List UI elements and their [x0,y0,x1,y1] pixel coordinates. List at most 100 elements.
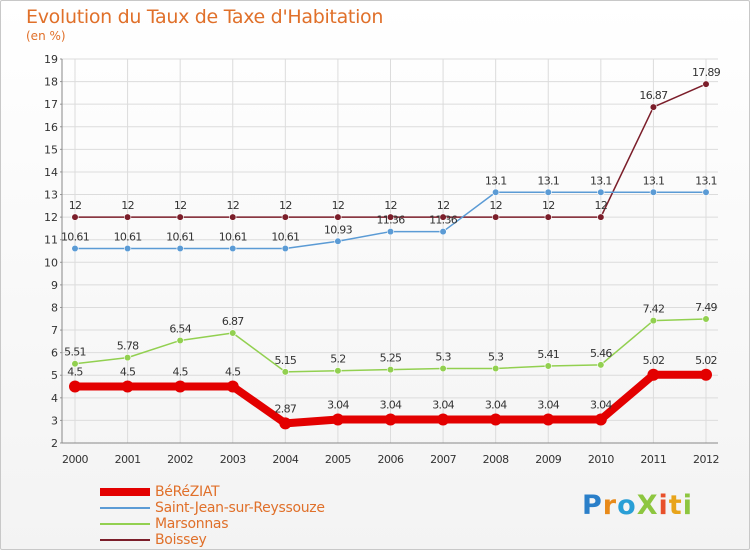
data-label: 11.36 [429,214,458,227]
data-point [647,368,660,381]
data-label: 6.87 [222,315,244,328]
data-label: 12 [437,199,450,212]
data-point [386,213,395,221]
legend-swatch [100,488,150,496]
x-tick-label: 2012 [693,453,719,466]
y-tick-label: 16 [44,121,58,134]
legend-label: Saint-Jean-sur-Reyssouze [155,500,325,516]
y-tick-label: 3 [51,414,58,427]
data-point [176,213,184,221]
y-tick-label: 11 [44,234,58,247]
data-label: 5.46 [590,347,612,360]
y-tick-label: 19 [44,53,58,66]
data-point [229,244,237,253]
grid-layer [62,58,718,444]
data-label-layer: 4.5 4.5 4.5 4.5 2.87 3.04 3.04 3.04 3.04 3.04 3.04… [61,66,721,415]
data-point [492,188,500,196]
data-point [331,413,344,426]
data-point [437,413,450,426]
data-label: 4.5 [172,366,188,379]
data-label: 13.1 [537,174,559,187]
series-layer [69,80,712,430]
data-point [281,213,289,221]
data-point [71,244,79,253]
data-point [649,316,658,325]
logo-letter: P [582,490,603,521]
data-point [229,329,237,337]
y-tick-label: 9 [51,279,58,292]
data-label: 3.04 [537,399,559,412]
y-tick-label: 14 [44,166,58,179]
x-tick-label: 2002 [167,453,193,466]
y-tick-label: 5 [51,369,58,382]
x-tick-label: 2010 [588,453,614,466]
data-point [174,380,187,393]
data-point [649,103,658,111]
data-point [123,354,132,362]
data-point [439,213,447,221]
legend-swatch [100,523,150,525]
proxiti-logo: ProXiti [582,490,693,521]
data-label: 10.61 [61,231,89,244]
data-point [702,315,710,323]
x-tick-label: 2007 [430,453,456,466]
data-label: 12 [384,199,397,212]
data-label: 4.5 [225,366,241,379]
data-label: 5.15 [274,354,296,367]
data-label: 6.54 [169,322,191,335]
data-label: 13.1 [695,174,717,187]
data-label: 10.61 [166,231,194,244]
logo-letter: X [636,490,659,521]
data-label: 3.04 [432,399,454,412]
data-point [544,188,552,196]
x-tick-label: 2000 [62,453,88,466]
y-tick-label: 10 [44,256,58,269]
y-tick-label: 7 [51,324,58,337]
y-tick-label: 6 [51,347,58,360]
data-label: 3.04 [380,399,402,412]
data-point [123,213,132,221]
chart-subtitle: (en %) [26,29,66,43]
data-label: 10.61 [271,231,299,244]
data-label: 17.89 [692,66,721,79]
data-point [334,237,342,245]
x-tick-label: 2003 [220,453,246,466]
data-label: 2.87 [274,402,296,415]
data-point [176,244,184,253]
data-point [439,227,447,236]
data-point [226,380,239,393]
y-tick-label: 17 [44,98,58,111]
data-label: 7.42 [643,303,665,316]
x-tick-label: 2009 [535,453,561,466]
data-label: 5.3 [435,350,451,363]
data-label: 11.36 [377,214,406,227]
y-tick-label: 18 [44,76,58,89]
data-point [544,362,552,370]
data-label: 7.49 [695,301,717,314]
data-point [384,413,397,426]
y-tick-label: 4 [51,392,58,405]
data-label: 12 [489,199,502,212]
x-tick-label: 2004 [272,453,298,466]
data-point [176,336,184,345]
data-label: 4.5 [67,366,83,379]
y-tick-label: 8 [51,301,58,314]
data-point [492,364,500,373]
data-label: 10.61 [219,231,247,244]
data-label: 5.02 [695,354,717,367]
data-point [439,364,447,373]
legend-label: Boissey [155,532,207,548]
data-label: 5.2 [330,353,345,366]
data-point [386,227,395,236]
data-point [649,188,658,196]
x-tick-label: 2008 [483,453,509,466]
logo-letter: r [602,490,618,521]
x-tick-label: 2011 [640,453,666,466]
data-point [597,188,605,196]
data-label: 16.87 [639,89,668,102]
data-label: 12 [595,199,608,212]
data-point [386,365,395,374]
data-point [542,413,555,426]
data-label: 5.41 [537,348,559,361]
